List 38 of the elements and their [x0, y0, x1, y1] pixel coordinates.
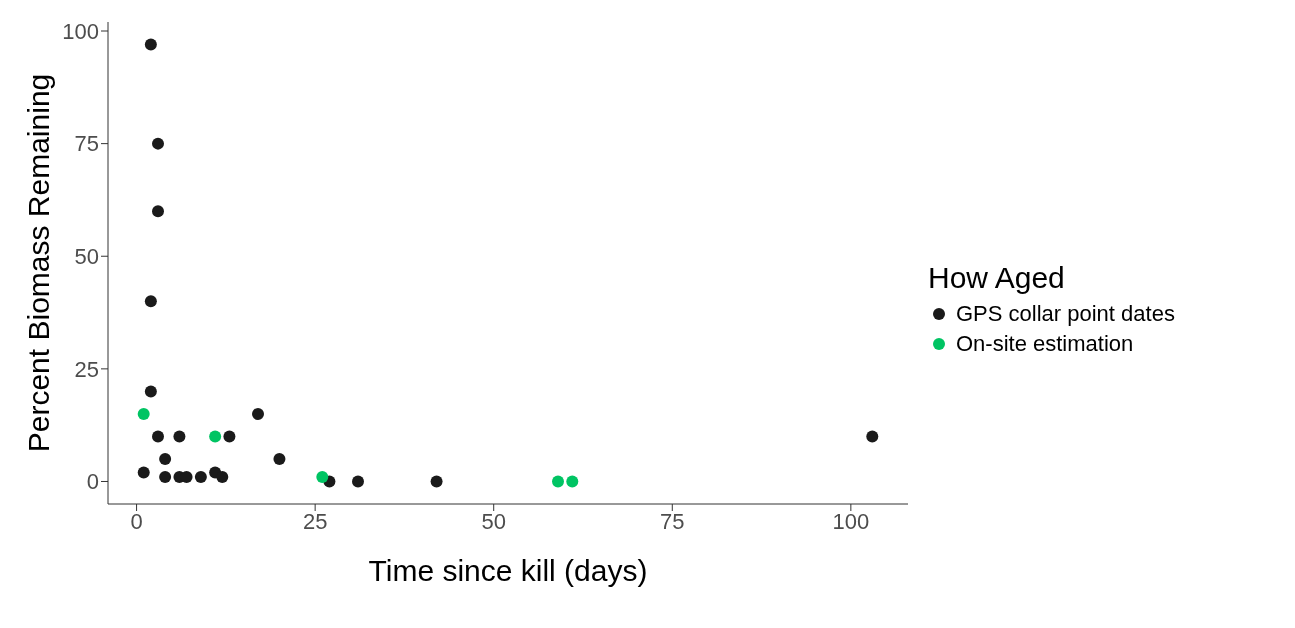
y-tick-label: 75	[74, 131, 99, 157]
point	[173, 430, 186, 443]
x-tick-label: 25	[302, 508, 328, 534]
x-tick-label: 100	[832, 508, 870, 534]
y-tick-label: 50	[74, 244, 99, 270]
point	[552, 475, 564, 488]
point	[137, 407, 150, 420]
y-axis-title: Percent Biomass Remaining	[21, 73, 55, 453]
x-tick-label: 0	[130, 508, 143, 534]
point	[144, 38, 157, 51]
point	[152, 430, 164, 443]
point	[216, 470, 229, 483]
y-tick-label: 100	[62, 18, 99, 44]
legend-label: GPS collar point dates	[956, 301, 1175, 327]
point	[252, 407, 264, 420]
y-tick-label: 0	[86, 469, 99, 495]
point	[152, 137, 164, 150]
point	[209, 430, 222, 443]
point	[159, 452, 172, 465]
point	[159, 470, 172, 483]
point	[866, 430, 879, 443]
point	[352, 475, 364, 488]
point	[316, 470, 329, 483]
point	[430, 475, 443, 488]
point	[137, 466, 150, 479]
x-tick-label: 50	[481, 508, 506, 534]
point	[144, 385, 157, 398]
point	[273, 452, 286, 465]
legend-title: How Aged	[928, 261, 1066, 295]
legend-label: On-site estimation	[956, 331, 1134, 357]
y-tick-label: 25	[74, 356, 99, 382]
point	[144, 295, 157, 308]
x-tick-label: 75	[660, 508, 685, 534]
x-axis-title: Time since kill (days)	[368, 554, 648, 588]
point	[152, 205, 164, 218]
point	[566, 475, 579, 488]
point	[223, 430, 236, 443]
point	[194, 470, 207, 483]
